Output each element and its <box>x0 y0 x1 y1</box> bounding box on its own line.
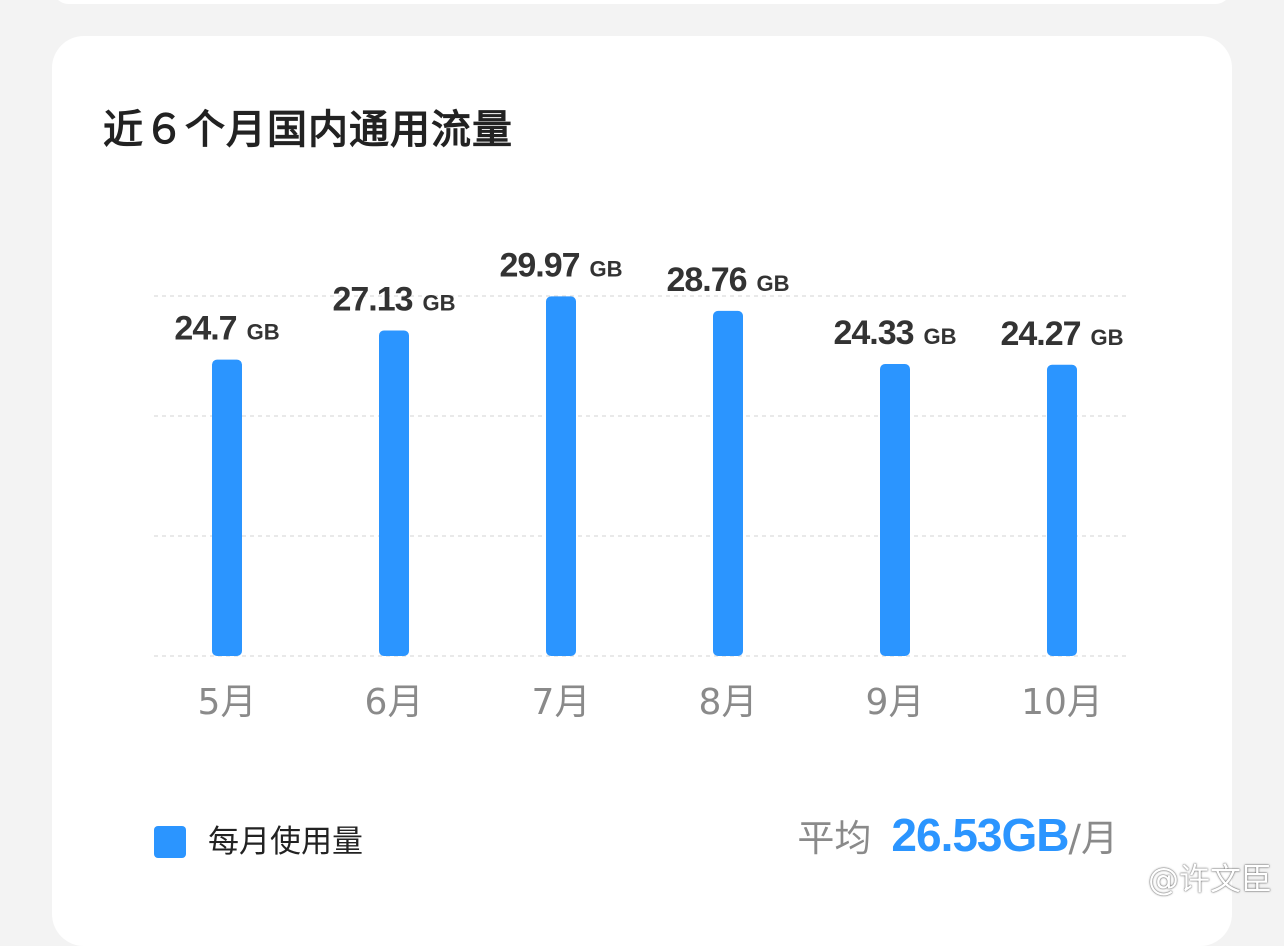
average-label: 平均 <box>797 817 872 860</box>
bar <box>1047 364 1077 656</box>
watermark: @许文臣 <box>1098 854 1272 899</box>
bar-value-label: 28.76 GB <box>666 261 789 299</box>
average-value: 26.53GB <box>891 809 1069 861</box>
bar-value-label: 24.27 GB <box>1000 315 1123 353</box>
bar <box>880 364 910 656</box>
month-label: 7月 <box>532 682 591 723</box>
weibo-icon <box>1098 864 1140 893</box>
card-title: 近６个月国内通用流量 <box>103 107 513 153</box>
previous-card <box>52 0 1232 4</box>
month-label: 10月 <box>1021 682 1103 723</box>
chart-legend: 每月使用量 <box>154 822 363 862</box>
month-label: 6月 <box>365 682 424 723</box>
traffic-card <box>52 36 1232 946</box>
bar <box>713 310 743 656</box>
legend-label: 每月使用量 <box>208 824 363 860</box>
legend-swatch <box>154 826 186 858</box>
bar <box>379 330 409 656</box>
bar <box>212 359 242 656</box>
bar-value-label: 24.33 GB <box>833 314 956 352</box>
bar-value-label: 27.13 GB <box>332 280 455 318</box>
month-label: 9月 <box>866 682 925 723</box>
month-label: 5月 <box>198 682 257 723</box>
bar <box>546 296 576 656</box>
average-unit: /月 <box>1068 817 1118 860</box>
bar-value-label: 24.7 GB <box>174 310 279 348</box>
month-label: 8月 <box>699 682 758 723</box>
average-usage: 平均 26.53GB /月 <box>797 808 1118 862</box>
watermark-text: @许文臣 <box>1148 862 1272 898</box>
bar-value-label: 29.97 GB <box>499 246 622 284</box>
traffic-bar-chart: 24.7 GB 5月 27.13 GB 6月 29.97 GB 7月 28.76 GB 8月 24.33… <box>154 246 1127 723</box>
